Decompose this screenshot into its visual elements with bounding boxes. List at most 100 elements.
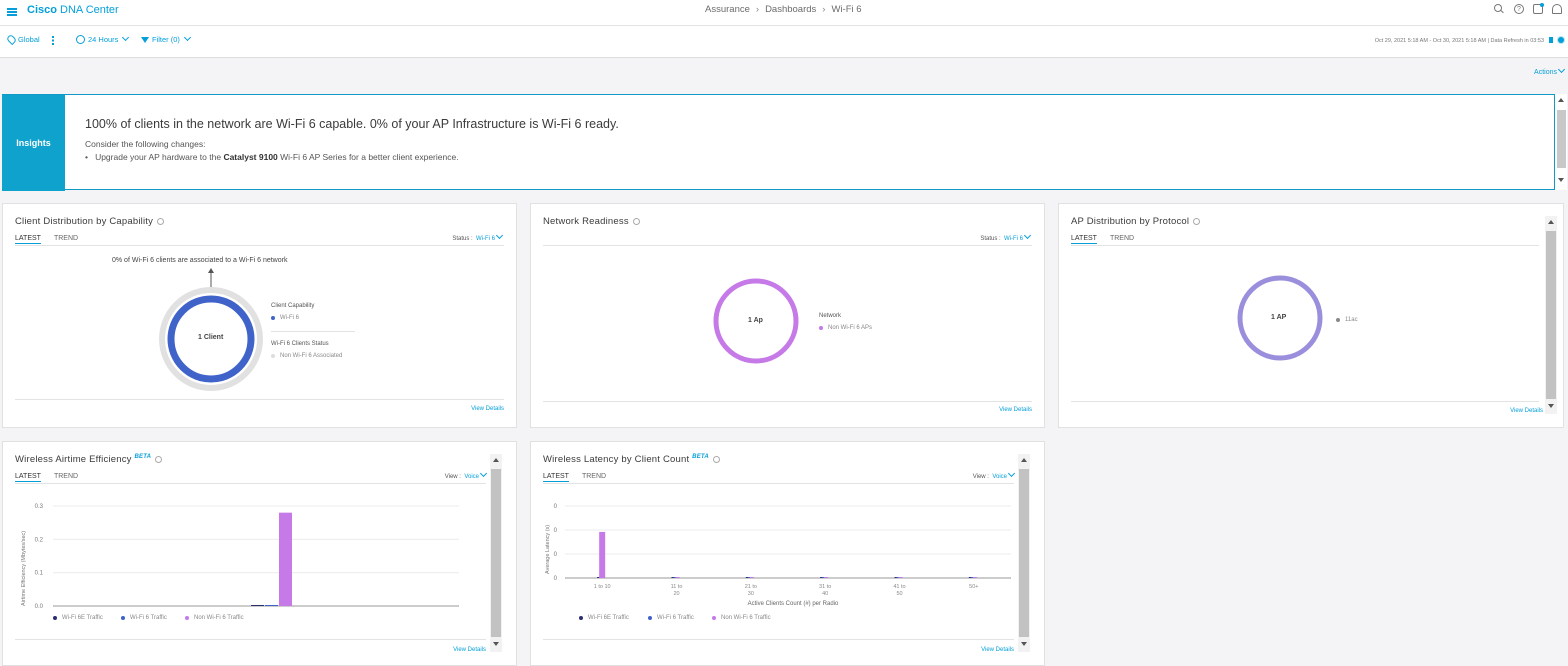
time-filter[interactable]: 24 Hours bbox=[76, 33, 130, 44]
chevron-down-icon bbox=[1007, 469, 1016, 478]
bell-icon[interactable] bbox=[1552, 4, 1562, 14]
divider bbox=[15, 639, 486, 640]
more-options-icon[interactable] bbox=[52, 36, 54, 45]
donut-center-label: 1 Ap bbox=[748, 317, 763, 324]
bar-non-wi-fi-6-traffic bbox=[599, 531, 606, 578]
help-icon[interactable]: ? bbox=[1514, 4, 1524, 14]
scroll-thumb[interactable] bbox=[491, 469, 501, 637]
scroll-thumb[interactable] bbox=[1557, 110, 1566, 168]
info-icon[interactable] bbox=[155, 456, 163, 464]
notifications-icon[interactable] bbox=[1533, 3, 1544, 14]
view-details-link[interactable]: View Details bbox=[453, 647, 486, 653]
legend-dot bbox=[712, 616, 716, 620]
x-tick-label: 30 bbox=[748, 591, 754, 597]
info-icon[interactable] bbox=[712, 456, 720, 464]
view-select[interactable]: View : Voice bbox=[973, 469, 1016, 480]
x-tick-label: 31 to bbox=[819, 584, 831, 590]
time-range-label: Oct 29, 2021 5:18 AM - Oct 30, 2021 5:18… bbox=[1374, 38, 1544, 44]
ap-distribution-card: AP Distribution by Protocol LATEST TREND… bbox=[1058, 203, 1564, 428]
view-details-link[interactable]: View Details bbox=[981, 647, 1014, 653]
actions-menu[interactable]: Actions bbox=[1534, 65, 1566, 76]
bar-wi-fi-6e-traffic bbox=[820, 577, 825, 578]
legend-dot bbox=[819, 326, 823, 330]
scroll-down-icon[interactable] bbox=[1548, 404, 1554, 408]
beta-badge: BETA bbox=[692, 454, 709, 460]
view-select[interactable]: View : Voice bbox=[445, 469, 488, 480]
tab-latest[interactable]: LATEST bbox=[543, 473, 569, 482]
legend-item-wifi6e: Wi-Fi 6E Traffic bbox=[53, 615, 103, 621]
x-tick-label: 40 bbox=[822, 591, 828, 597]
chevron-down-icon bbox=[479, 469, 488, 478]
scroll-down-icon[interactable] bbox=[1021, 642, 1027, 646]
filter-bar: Global 24 Hours Filter (0) Oct 29, 2021 … bbox=[0, 26, 1568, 58]
divider bbox=[543, 401, 1032, 402]
ac-ring bbox=[1237, 275, 1323, 361]
tab-latest[interactable]: LATEST bbox=[1071, 235, 1097, 244]
tab-trend[interactable]: TREND bbox=[1109, 235, 1135, 242]
scroll-thumb[interactable] bbox=[1019, 469, 1029, 637]
tab-latest[interactable]: LATEST bbox=[15, 473, 41, 482]
filter-dropdown[interactable]: Filter (0) bbox=[141, 33, 191, 44]
breadcrumb-assurance[interactable]: Assurance bbox=[705, 4, 750, 15]
x-tick-label: 50 bbox=[896, 591, 902, 597]
search-icon[interactable] bbox=[1493, 3, 1505, 15]
view-details-link[interactable]: View Details bbox=[1510, 408, 1543, 414]
legend-dot bbox=[271, 316, 275, 320]
divider bbox=[543, 245, 1032, 246]
location-filter[interactable]: Global bbox=[5, 33, 40, 46]
menu-icon[interactable] bbox=[7, 8, 17, 16]
breadcrumb-current: Wi-Fi 6 bbox=[831, 4, 862, 15]
legend-title: Network bbox=[819, 313, 842, 319]
card-scrollbar[interactable] bbox=[1018, 454, 1030, 652]
y-tick-label: 0 bbox=[554, 552, 558, 558]
tab-trend[interactable]: TREND bbox=[53, 235, 79, 242]
bar-wi-fi-6e-traffic bbox=[251, 605, 264, 606]
tab-latest[interactable]: LATEST bbox=[15, 235, 41, 244]
info-icon[interactable] bbox=[157, 218, 165, 225]
live-refresh-icon[interactable] bbox=[1558, 37, 1564, 43]
app-brand[interactable]: Cisco DNA Center bbox=[27, 4, 119, 16]
scroll-down-icon[interactable] bbox=[493, 642, 499, 646]
scroll-down-icon[interactable] bbox=[1558, 178, 1564, 182]
breadcrumb-dashboards[interactable]: Dashboards bbox=[765, 4, 817, 15]
x-tick-label: 1 to 10 bbox=[594, 584, 611, 590]
bar-non-wi-fi-6-traffic bbox=[898, 577, 903, 578]
association-note: 0% of Wi-Fi 6 clients are associated to … bbox=[112, 257, 288, 264]
info-icon[interactable] bbox=[1193, 218, 1201, 225]
x-tick-label: 41 to bbox=[893, 584, 905, 590]
card-scrollbar[interactable] bbox=[490, 454, 502, 652]
chevron-down-icon bbox=[495, 231, 504, 240]
chevron-down-icon bbox=[122, 33, 130, 42]
view-details-link[interactable]: View Details bbox=[471, 406, 504, 412]
client-distribution-card: Client Distribution by Capability LATEST… bbox=[2, 203, 517, 428]
donut-center-label: 1 Client bbox=[198, 334, 224, 341]
chevron-down-icon bbox=[1023, 231, 1032, 240]
status-select[interactable]: Status : Wi-Fi 6 bbox=[452, 231, 504, 242]
y-tick-label: 0 bbox=[554, 576, 558, 582]
airtime-chart: Airtime Efficiency (Mbytes/sec) 0.0 0.1 0.… bbox=[21, 504, 459, 610]
scroll-thumb[interactable] bbox=[1546, 231, 1556, 399]
insights-scrollbar[interactable] bbox=[1555, 94, 1567, 190]
pause-refresh-icon[interactable] bbox=[1549, 37, 1553, 43]
x-tick-label: 50+ bbox=[969, 584, 978, 590]
view-details-link[interactable]: View Details bbox=[999, 407, 1032, 413]
y-tick-label: 0.3 bbox=[35, 504, 44, 510]
legend-dot bbox=[579, 616, 583, 620]
tab-trend[interactable]: TREND bbox=[53, 473, 79, 480]
status-select[interactable]: Status : Wi-Fi 6 bbox=[980, 231, 1032, 242]
info-icon[interactable] bbox=[632, 218, 640, 225]
insights-panel: Insights 100% of clients in the network … bbox=[2, 94, 1555, 191]
x-axis-label: Active Clients Count (#) per Radio bbox=[748, 601, 839, 607]
scroll-up-icon[interactable] bbox=[493, 458, 499, 462]
scroll-up-icon[interactable] bbox=[1558, 98, 1564, 102]
divider bbox=[1071, 401, 1539, 402]
scroll-up-icon[interactable] bbox=[1548, 220, 1554, 224]
bar-non-wi-fi-6-traffic bbox=[972, 577, 977, 578]
scroll-up-icon[interactable] bbox=[1021, 458, 1027, 462]
wifi6-ring bbox=[167, 295, 255, 383]
tab-trend[interactable]: TREND bbox=[581, 473, 607, 480]
y-tick-label: 0.2 bbox=[35, 537, 44, 543]
bar-non-wi-fi-6-traffic bbox=[749, 577, 754, 578]
bar-wi-fi-6e-traffic bbox=[745, 577, 750, 578]
card-scrollbar[interactable] bbox=[1545, 216, 1557, 414]
